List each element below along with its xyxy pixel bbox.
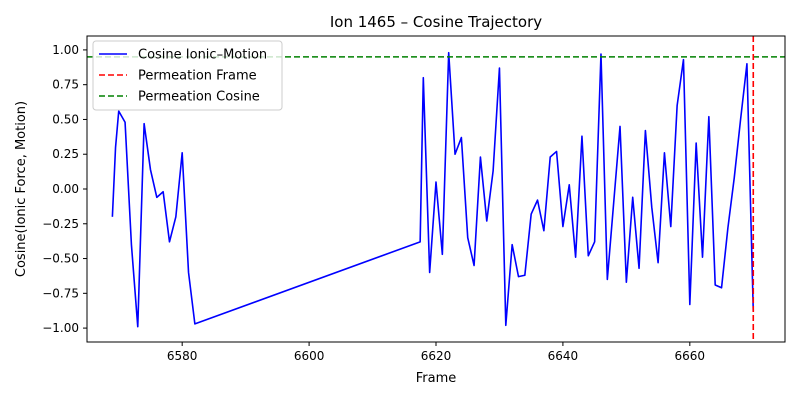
y-tick-label: 0.50	[52, 112, 79, 126]
x-tick-label: 6660	[675, 349, 706, 363]
y-tick-label: −0.50	[42, 252, 79, 266]
x-tick-label: 6580	[167, 349, 198, 363]
y-tick-label: 0.00	[52, 182, 79, 196]
x-axis-label: Frame	[416, 371, 457, 386]
y-axis-ticks: −1.00 −0.75 −0.50 −0.25 0.00 0.25 0.50 0.75 1.00	[42, 43, 87, 335]
x-tick-label: 6620	[421, 349, 452, 363]
legend: Cosine Ionic–Motion Permeation Frame Per…	[92, 40, 283, 111]
y-tick-label: −0.25	[42, 217, 79, 231]
chart-title: Ion 1465 – Cosine Trajectory	[330, 13, 542, 31]
series-line-cosine	[111, 51, 755, 328]
x-tick-label: 6600	[294, 349, 325, 363]
y-tick-label: −0.75	[42, 286, 79, 300]
y-tick-label: 0.25	[52, 147, 79, 161]
legend-label-permeation-frame: Permeation Frame	[138, 69, 257, 84]
plot-area	[87, 36, 785, 342]
x-axis-ticks: 6580 6600 6620 6640 6660	[167, 342, 705, 363]
y-tick-label: −1.00	[42, 321, 79, 335]
legend-box	[92, 40, 283, 111]
y-tick-label: 0.75	[52, 78, 79, 92]
x-tick-label: 6640	[548, 349, 579, 363]
legend-label-permeation-cosine: Permeation Cosine	[138, 90, 260, 105]
legend-label-cosine: Cosine Ionic–Motion	[138, 48, 267, 63]
y-axis-label: Cosine(Ionic Force, Motion)	[14, 101, 29, 277]
y-tick-label: 1.00	[52, 43, 79, 57]
